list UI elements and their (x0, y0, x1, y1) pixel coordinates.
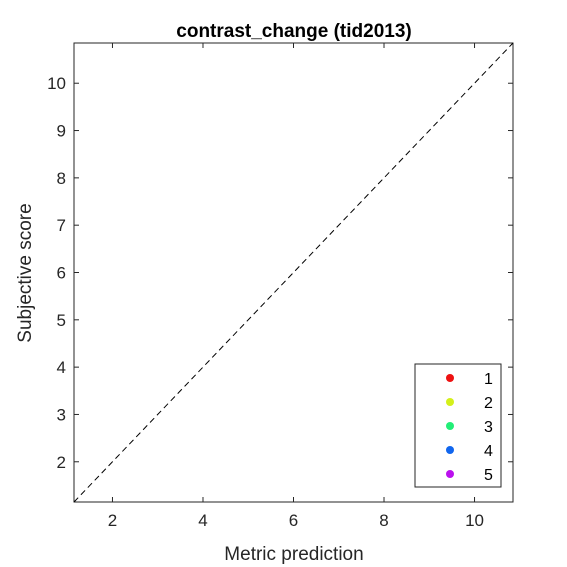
legend-marker (446, 446, 454, 454)
legend-marker (446, 398, 454, 406)
y-tick-label: 5 (57, 311, 66, 330)
y-axis-label: Subjective score (15, 203, 36, 342)
legend-label: 4 (484, 443, 493, 460)
x-tick-label: 4 (198, 511, 207, 530)
chart-title: contrast_change (tid2013) (176, 21, 411, 42)
legend-label: 5 (484, 467, 493, 484)
y-tick-label: 3 (57, 405, 66, 424)
y-tick-label: 9 (57, 122, 66, 141)
y-tick-label: 8 (57, 169, 66, 188)
legend-label: 1 (484, 371, 493, 388)
y-tick-label: 7 (57, 216, 66, 235)
legend-marker (446, 422, 454, 430)
legend-marker (446, 374, 454, 382)
y-tick-label: 6 (57, 264, 66, 283)
legend-label: 3 (484, 419, 493, 436)
y-tick-label: 2 (57, 453, 66, 472)
x-tick-label: 6 (289, 511, 298, 530)
y-tick-label: 10 (47, 74, 66, 93)
plot-area: 2 4 6 8 10 2 3 4 5 6 7 8 9 10 (47, 42, 514, 530)
legend: 1 2 3 4 5 (414, 363, 502, 488)
y-tick-label: 4 (57, 358, 66, 377)
legend-marker (446, 470, 454, 478)
x-tick-label: 10 (465, 511, 484, 530)
legend-box (414, 363, 502, 488)
reference-line (73, 42, 514, 503)
x-axis-label: Metric prediction (224, 544, 363, 565)
x-tick-label: 8 (379, 511, 388, 530)
legend-label: 2 (484, 395, 493, 412)
x-tick-label: 2 (108, 511, 117, 530)
